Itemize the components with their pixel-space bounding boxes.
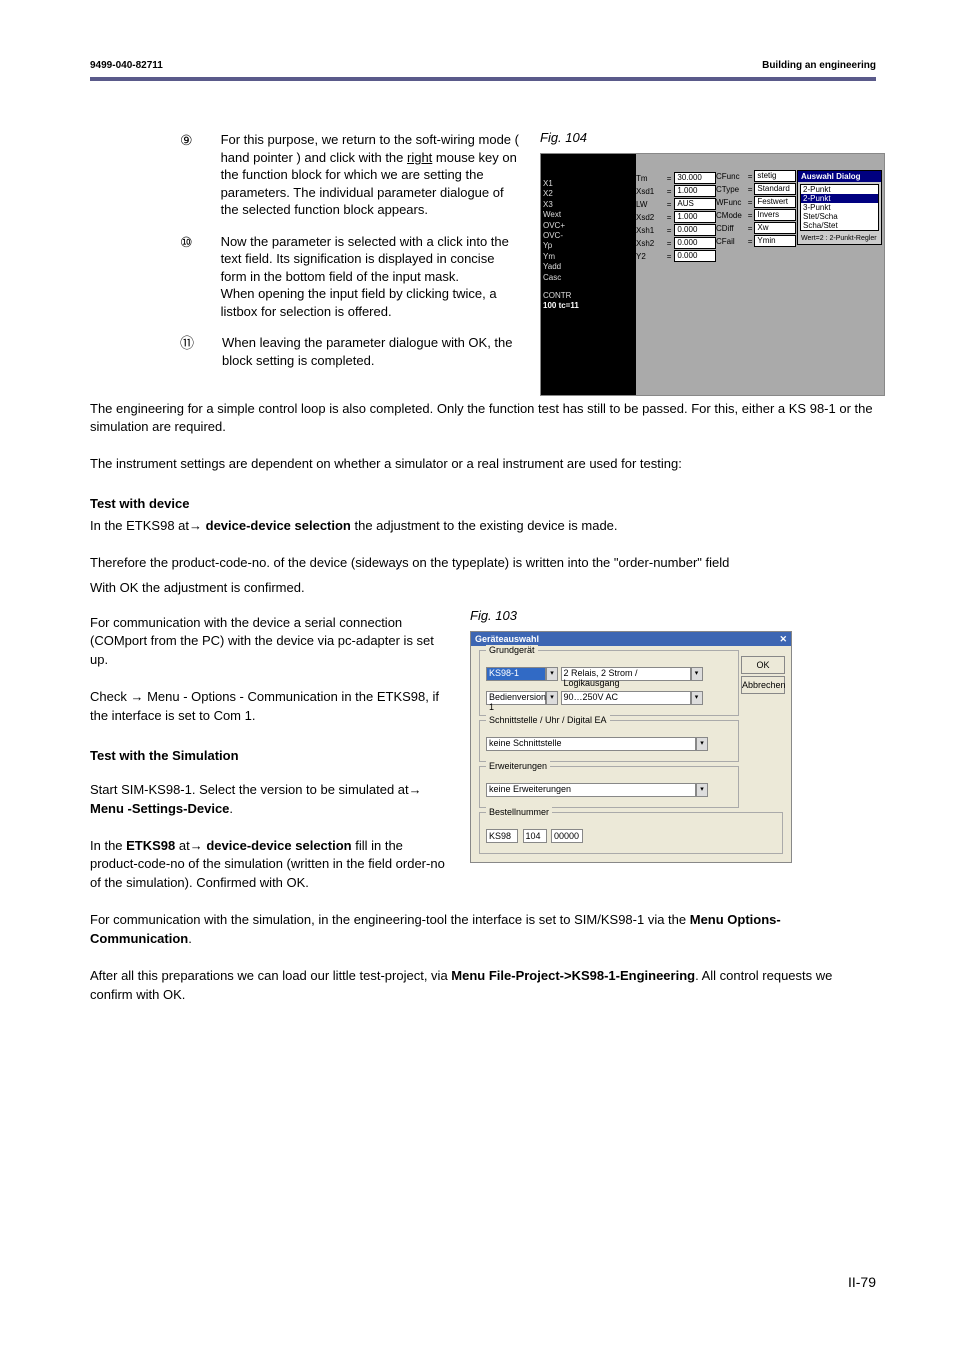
order-num-1[interactable] [486,829,518,843]
step-10-num: ⑩ [180,233,193,321]
sec1-p5: Check → Menu - Options - Communication i… [90,688,450,726]
header-rule [90,77,876,81]
sec1-p4: For communication with the device a seri… [90,614,450,671]
sec2-p1: Start SIM-KS98-1. Select the version to … [90,781,450,819]
heading-test-simulation: Test with the Simulation [90,748,450,763]
step-11-num: ⑪ [180,334,194,369]
chevron-down-icon[interactable]: ▾ [691,691,703,705]
step-10: ⑩ Now the parameter is selected with a c… [180,233,520,321]
device-select[interactable]: KS98-1 [486,667,546,681]
sec1-p1: In the ETKS98 at→ device-device selectio… [90,517,876,536]
voltage-select[interactable]: 90…250V AC [561,691,691,705]
chevron-down-icon[interactable]: ▾ [691,667,703,681]
extension-select[interactable]: keine Erweiterungen [486,783,696,797]
step-9-text: For this purpose, we return to the soft-… [221,131,520,219]
para-communication: For communication with the simulation, i… [90,911,876,949]
fig104-label: Fig. 104 [540,130,885,145]
step-10-text: Now the parameter is selected with a cli… [221,233,520,321]
step-9: ⑨ For this purpose, we return to the sof… [180,131,520,219]
step-9-num: ⑨ [180,131,193,219]
interface-select[interactable]: keine Schnittstelle [486,737,696,751]
heading-test-device: Test with device [90,496,876,511]
ok-button[interactable]: OK [741,656,785,674]
chevron-down-icon[interactable]: ▾ [696,783,708,797]
step-list: ⑨ For this purpose, we return to the sof… [180,131,520,370]
doc-number: 9499-040-82711 [90,60,163,71]
step-11-text: When leaving the parameter dialogue with… [222,334,520,369]
fig103-label: Fig. 103 [470,608,792,623]
step-11: ⑪ When leaving the parameter dialogue wi… [180,334,520,369]
sec1-p3: With OK the adjustment is confirmed. [90,579,876,598]
sec2-p2: In the ETKS98 at→ device-device selectio… [90,837,450,894]
para-instrument-settings: The instrument settings are dependent on… [90,455,876,474]
para-engineering-complete: The engineering for a simple control loo… [90,400,876,438]
version-select[interactable]: Bedienversion 1 [486,691,546,705]
cancel-button[interactable]: Abbrechen [741,676,785,694]
chevron-down-icon[interactable]: ▾ [546,691,558,705]
fig103-dialog: Geräteauswahl✕ OK Abbrechen Grundgerät K… [470,631,792,863]
order-num-3[interactable] [551,829,583,843]
sec1-p2: Therefore the product-code-no. of the de… [90,554,876,573]
fig104-image: X1X2 X3Wext OVC+OVC- YpYm YaddCasc CONTR… [540,153,885,396]
fig103-title: Geräteauswahl✕ [471,632,791,646]
order-num-2[interactable] [523,829,547,843]
chevron-down-icon[interactable]: ▾ [546,667,558,681]
doc-section-title: Building an engineering [762,60,876,71]
chevron-down-icon[interactable]: ▾ [696,737,708,751]
para-load-project: After all this preparations we can load … [90,967,876,1005]
relay-select[interactable]: 2 Relais, 2 Strom / Logikausgang [561,667,691,681]
page-number: II-79 [848,1274,876,1290]
